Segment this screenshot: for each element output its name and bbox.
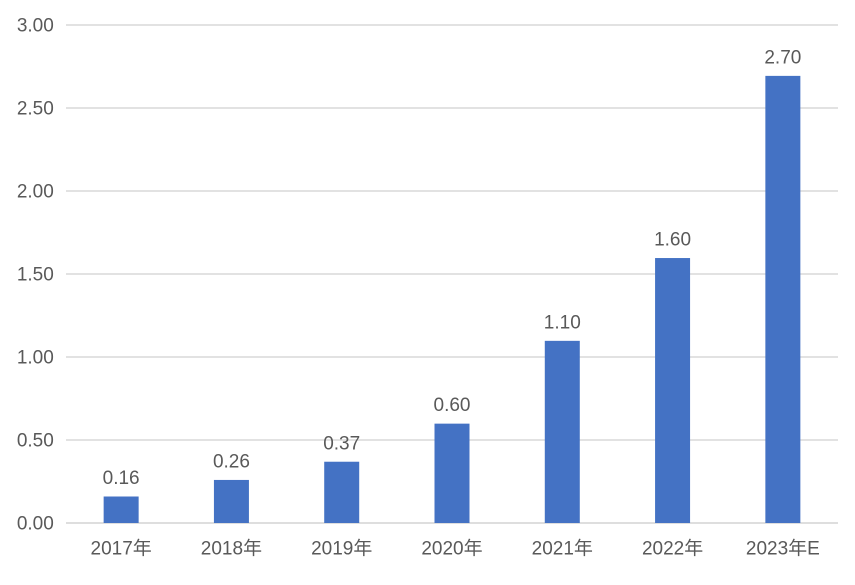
- svg-text:1.50: 1.50: [17, 265, 54, 286]
- svg-text:0.00: 0.00: [17, 514, 54, 535]
- svg-text:1.00: 1.00: [17, 348, 54, 369]
- svg-text:2.50: 2.50: [17, 99, 54, 120]
- svg-text:0.37: 0.37: [323, 433, 360, 454]
- svg-text:0.26: 0.26: [213, 452, 250, 473]
- svg-text:0.50: 0.50: [17, 431, 54, 452]
- svg-text:0.60: 0.60: [434, 395, 471, 416]
- svg-text:2017: 2017: [91, 539, 133, 560]
- svg-text:E: E: [807, 539, 820, 560]
- svg-text:2022: 2022: [642, 539, 684, 560]
- svg-text:2023: 2023: [746, 539, 788, 560]
- svg-text:2.00: 2.00: [17, 182, 54, 203]
- svg-text:1.10: 1.10: [544, 312, 581, 333]
- svg-text:1.60: 1.60: [654, 230, 691, 251]
- svg-text:0.16: 0.16: [103, 468, 140, 489]
- svg-text:2021: 2021: [532, 539, 574, 560]
- svg-text:2018: 2018: [201, 539, 243, 560]
- svg-text:3.00: 3.00: [17, 16, 54, 37]
- svg-text:2.70: 2.70: [764, 47, 801, 68]
- svg-text:2019: 2019: [311, 539, 353, 560]
- svg-text:2020: 2020: [421, 539, 463, 560]
